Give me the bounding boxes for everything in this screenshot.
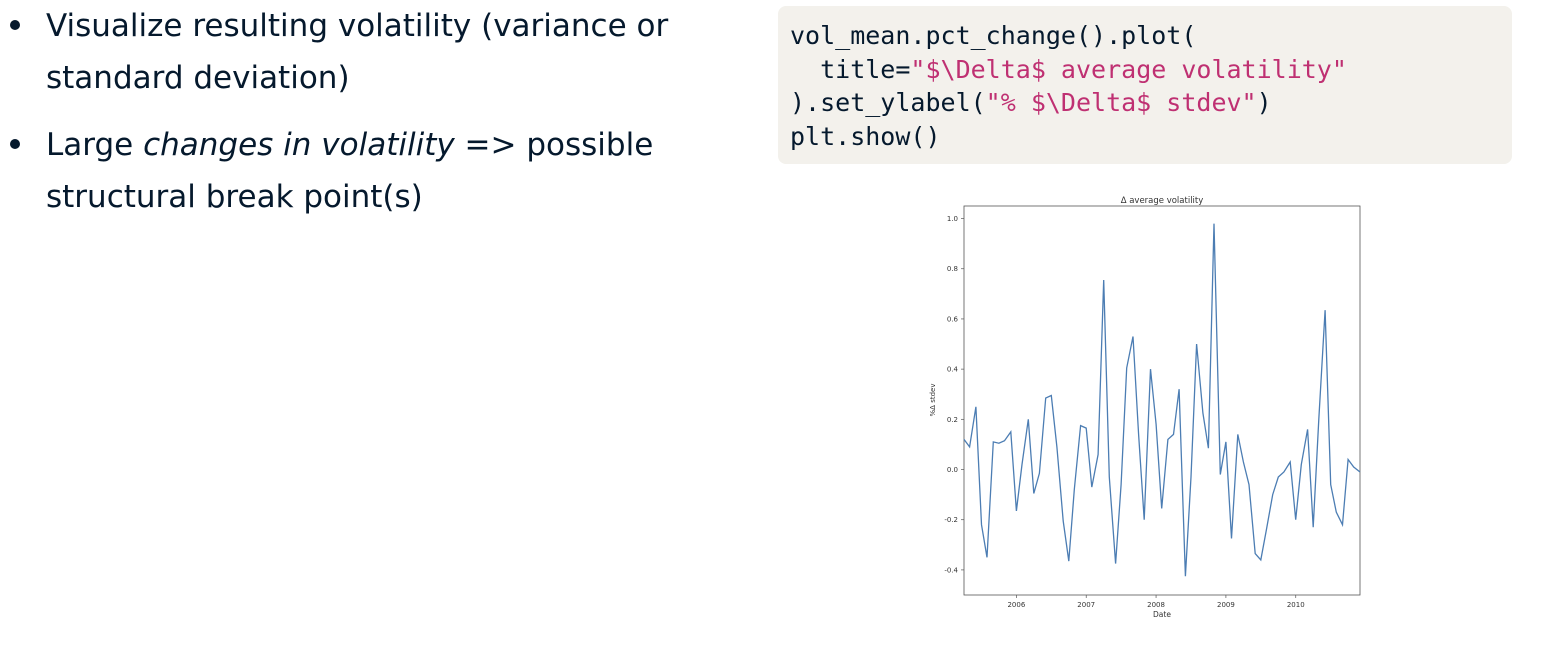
bullet-text: Large changes in volatility => possible … xyxy=(46,127,653,215)
y-tick-label: -0.4 xyxy=(944,566,958,574)
y-tick-label: 0.0 xyxy=(947,466,958,474)
x-tick-label: 2010 xyxy=(1287,601,1305,609)
y-tick-label: 1.0 xyxy=(947,215,958,223)
bullet-emphasis: changes in volatility xyxy=(143,127,455,163)
bullet-item: Large changes in volatility => possible … xyxy=(6,119,726,223)
plot-frame xyxy=(963,205,1361,596)
x-tick-label: 2007 xyxy=(1077,601,1095,609)
line-chart: Δ average volatility -0.4 -0.2 0.0 0.2 0.4 0.… xyxy=(929,196,1361,619)
code-token: plt.show() xyxy=(790,121,941,151)
code-token: ).set_ylabel( xyxy=(790,88,986,117)
x-tick-label: 2008 xyxy=(1147,601,1165,609)
code-string: "$\Delta$ average volatility" xyxy=(910,54,1347,84)
y-tick-label: -0.2 xyxy=(944,516,958,524)
code-string: "% $\Delta$ stdev" xyxy=(985,88,1257,117)
y-tick-label: 0.4 xyxy=(947,366,959,374)
y-axis-label: %Δ stdev xyxy=(929,384,937,417)
bullet-text-part: Large xyxy=(46,127,144,163)
code-token: vol_mean.pct_change().plot( xyxy=(790,21,1197,50)
bullet-text-part: => possible structural break point(s) xyxy=(46,127,654,215)
bullet-dot-icon xyxy=(10,20,20,30)
code-token: title= xyxy=(790,54,911,84)
y-tick-label: 0.6 xyxy=(947,315,959,323)
y-tick-label: 0.2 xyxy=(947,416,958,424)
y-axis: -0.4 -0.2 0.0 0.2 0.4 0.6 0.8 1.0 xyxy=(944,215,964,574)
bullet-list: Visualize resulting volatility (variance… xyxy=(6,0,726,238)
code-block: vol_mean.pct_change().plot( title="$\Del… xyxy=(778,6,1512,164)
x-axis: 2006 2007 2008 2009 2010 xyxy=(1007,595,1305,609)
bullet-item: Visualize resulting volatility (variance… xyxy=(6,0,726,104)
y-tick-label: 0.8 xyxy=(947,265,958,273)
bullet-dot-icon xyxy=(10,139,20,149)
code-line: title="$\Delta$ average volatility" xyxy=(790,53,1500,87)
code-line: vol_mean.pct_change().plot( xyxy=(790,19,1500,53)
x-tick-label: 2009 xyxy=(1217,601,1235,609)
bullet-text: Visualize resulting volatility (variance… xyxy=(46,8,669,96)
code-line: ).set_ylabel("% $\Delta$ stdev") xyxy=(790,86,1500,120)
x-tick-label: 2006 xyxy=(1007,601,1025,609)
code-token: ) xyxy=(1256,88,1272,117)
series-line xyxy=(963,223,1361,577)
x-axis-label: Date xyxy=(1153,610,1171,619)
chart-title: Δ average volatility xyxy=(1121,196,1204,206)
code-line: plt.show() xyxy=(790,120,1500,154)
